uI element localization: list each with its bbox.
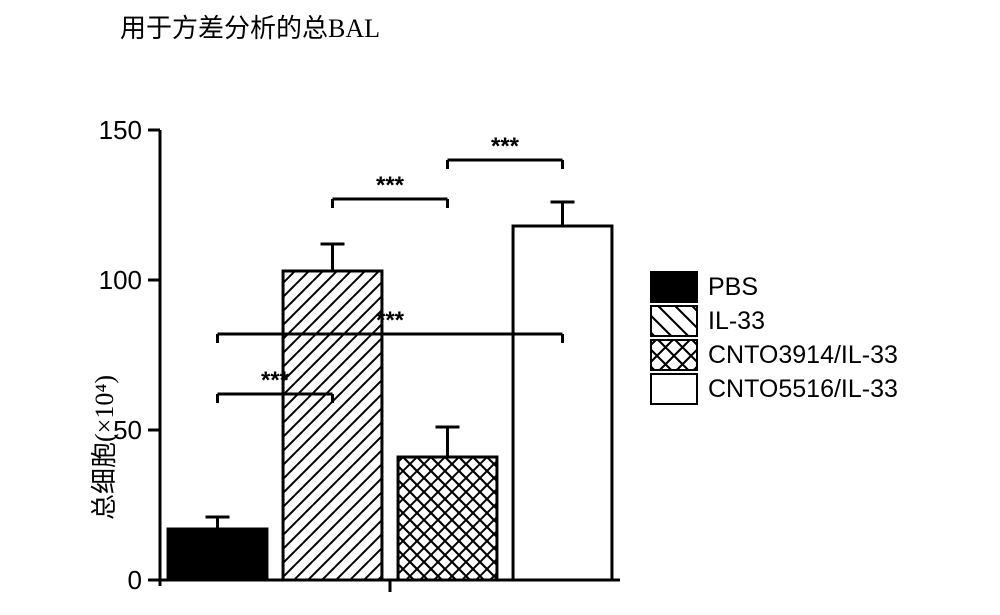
sig-label-cnto3914-vs-cnto5516: *** [491,133,520,160]
sig-label-pbs-vs-il33: *** [261,367,290,394]
y-tick-label: 0 [128,565,142,595]
bar-chart: 050100150************ 总细胞(×10⁴) PBSIL-33… [60,100,940,600]
legend-item: PBS [650,270,898,304]
y-axis-label: 总细胞(×10⁴) [84,375,121,520]
bar-cnto3914-il-33 [398,457,497,580]
legend-item: CNTO5516/IL-33 [650,372,898,406]
legend-label: PBS [708,273,758,302]
legend-label: IL-33 [708,307,765,336]
legend: PBS IL-33 CNTO3914/IL-33 CNTO5516/IL-33 [650,270,898,406]
legend-swatch-cnto3914 [650,339,698,371]
legend-swatch-pbs [650,271,698,303]
bar-pbs [168,529,267,580]
legend-item: IL-33 [650,304,898,338]
chart-title: 用于方差分析的总BAL [120,8,380,45]
y-tick-label: 100 [99,265,142,295]
legend-label: CNTO3914/IL-33 [708,341,898,370]
legend-item: CNTO3914/IL-33 [650,338,898,372]
bar-cnto5516-il-33 [513,226,612,580]
legend-swatch-il33 [650,305,698,337]
sig-label-il33-vs-cnto3914: *** [376,172,405,199]
legend-swatch-cnto5516 [650,373,698,405]
legend-label: CNTO5516/IL-33 [708,375,898,404]
bar-il-33 [283,271,382,580]
sig-label-pbs-vs-cnto5516: *** [376,307,405,334]
y-tick-label: 150 [99,115,142,145]
